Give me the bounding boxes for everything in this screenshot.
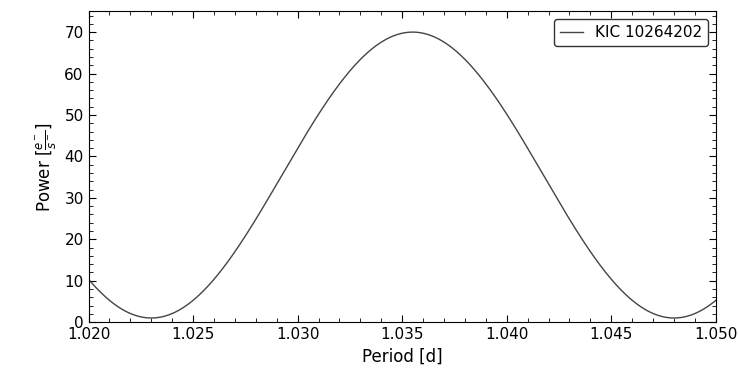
KIC 10264202 <box>694 310 703 315</box>
KIC 10264202 <box>579 238 587 243</box>
Y-axis label: Power [$\frac{e^-}{s^-}$]: Power [$\frac{e^-}{s^-}$] <box>33 122 59 212</box>
KIC 10264202 <box>408 30 417 34</box>
KIC 10264202 <box>116 306 125 311</box>
KIC 10264202 <box>147 316 156 320</box>
KIC 10264202 <box>84 277 93 282</box>
KIC 10264202 <box>711 298 720 302</box>
KIC 10264202 <box>694 310 703 314</box>
Legend: KIC 10264202: KIC 10264202 <box>554 19 708 46</box>
X-axis label: Period [d]: Period [d] <box>362 348 443 366</box>
KIC 10264202 <box>373 42 382 47</box>
KIC 10264202 <box>390 33 399 38</box>
Line: KIC 10264202: KIC 10264202 <box>89 32 716 318</box>
